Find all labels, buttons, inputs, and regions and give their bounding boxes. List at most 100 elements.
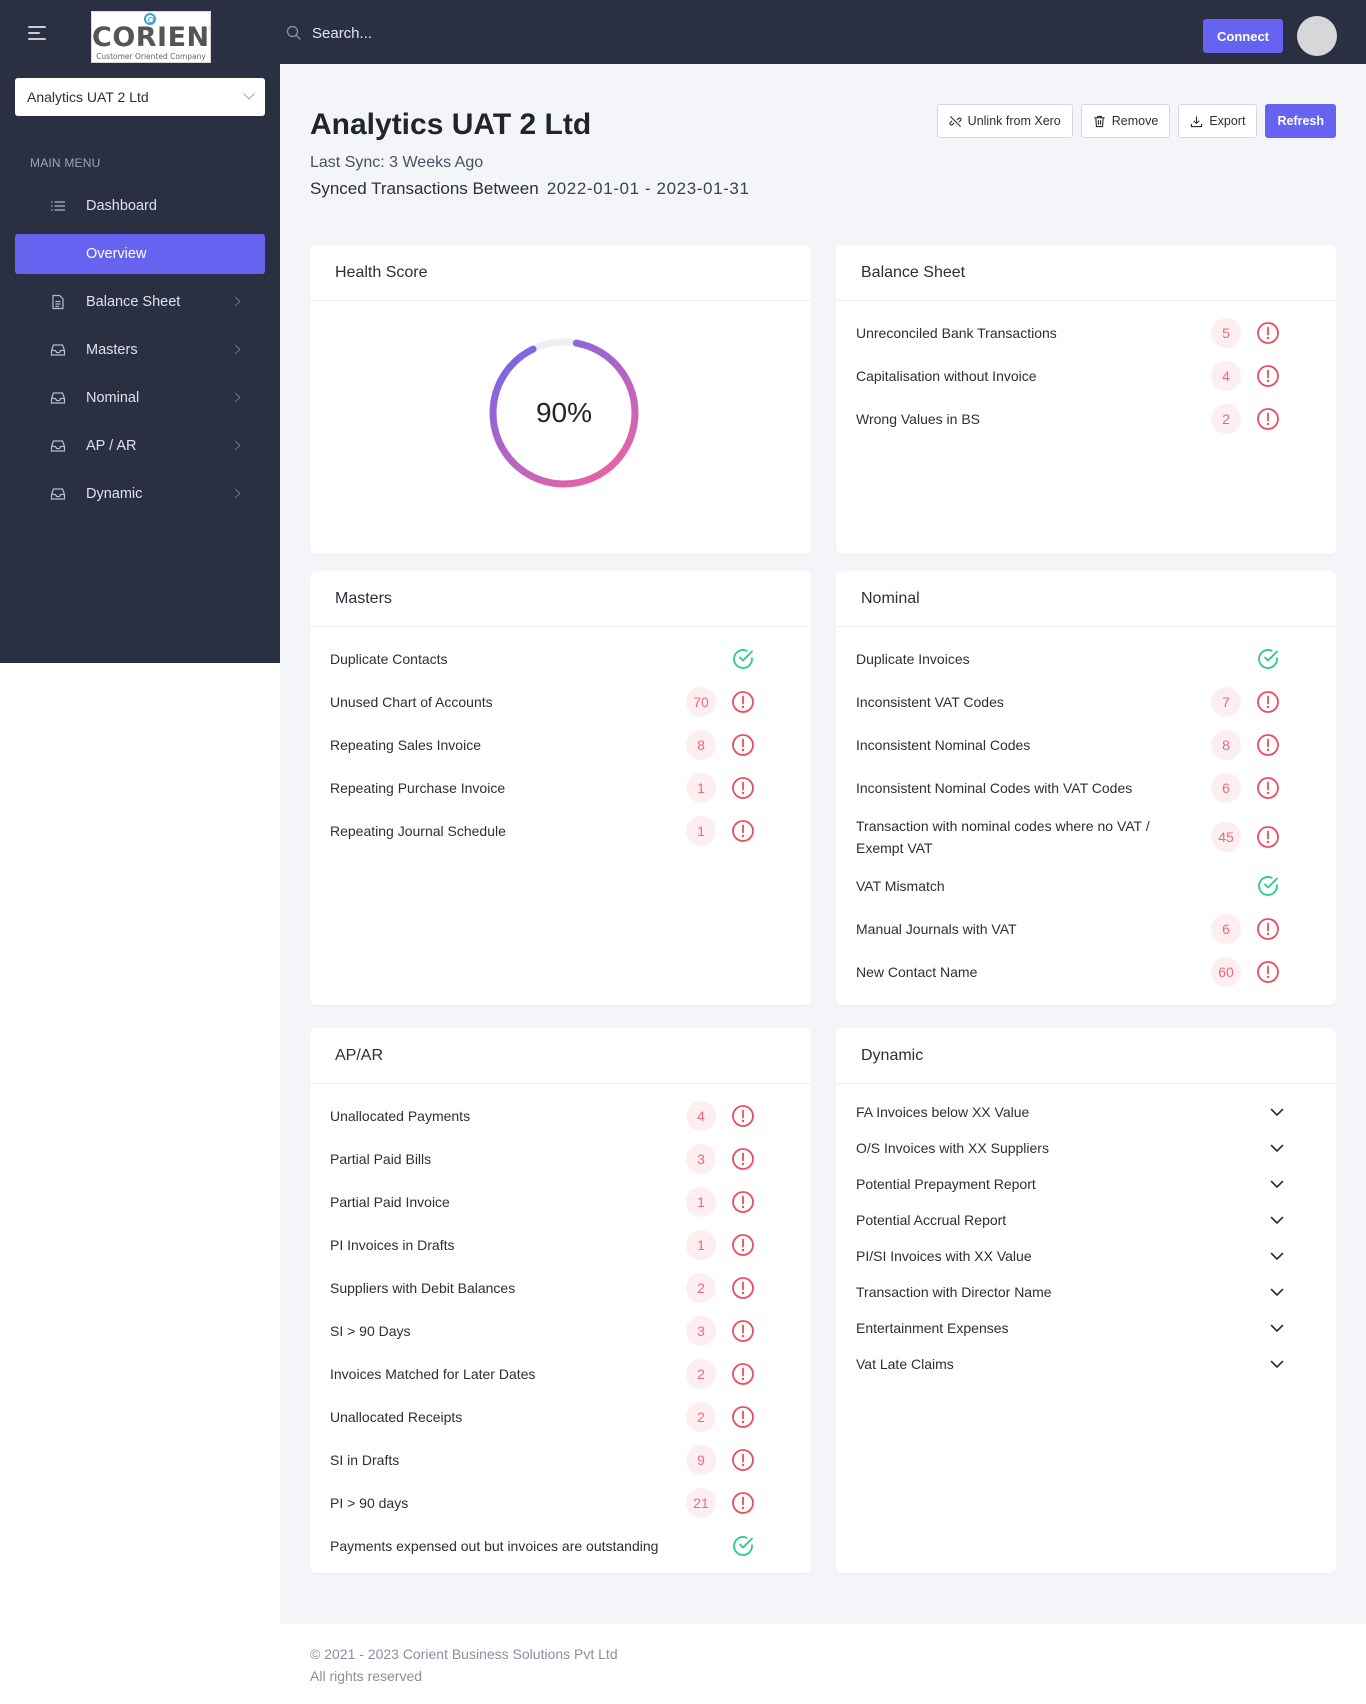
list-item[interactable]: Transaction with nominal codes where no …	[856, 809, 1316, 864]
sidebar-item-nominal[interactable]: Nominal	[15, 378, 265, 418]
dynamic-report-item[interactable]: Transaction with Director Name	[856, 1274, 1316, 1310]
count-badge: 1	[686, 1186, 716, 1217]
list-item[interactable]: Inconsistent Nominal Codes with VAT Code…	[856, 766, 1316, 809]
list-item-label: VAT Mismatch	[856, 877, 945, 894]
warning-circle-icon[interactable]	[1256, 407, 1280, 431]
dynamic-report-item[interactable]: Vat Late Claims	[856, 1346, 1316, 1382]
warning-circle-icon[interactable]	[1256, 776, 1280, 800]
dynamic-report-item[interactable]: O/S Invoices with XX Suppliers	[856, 1130, 1316, 1166]
connect-button[interactable]: Connect	[1203, 19, 1283, 53]
list-item[interactable]: Wrong Values in BS 2	[856, 397, 1316, 440]
warning-circle-icon[interactable]	[1256, 364, 1280, 388]
sidebar-item-dynamic[interactable]: Dynamic	[15, 474, 265, 514]
list-item-label: Wrong Values in BS	[856, 410, 980, 427]
check-circle-icon	[1258, 648, 1278, 669]
chevron-right-icon	[230, 392, 241, 403]
export-button[interactable]: Export	[1178, 104, 1258, 138]
dynamic-report-label: Entertainment Expenses	[856, 1320, 1009, 1336]
warning-circle-icon[interactable]	[731, 1362, 755, 1386]
chevron-down-icon[interactable]	[1268, 1283, 1286, 1301]
export-label: Export	[1209, 114, 1246, 128]
list-item[interactable]: Inconsistent VAT Codes 7	[856, 680, 1316, 723]
warning-circle-icon[interactable]	[731, 1233, 755, 1257]
unlink-xero-button[interactable]: Unlink from Xero	[936, 104, 1073, 138]
warning-circle-icon[interactable]	[731, 1491, 755, 1515]
warning-circle-icon[interactable]	[731, 1448, 755, 1472]
sidebar-item-ap-ar[interactable]: AP / AR	[15, 426, 265, 466]
chevron-down-icon[interactable]	[1268, 1355, 1286, 1373]
warning-circle-icon[interactable]	[1256, 690, 1280, 714]
warning-circle-icon[interactable]	[731, 819, 755, 843]
list-item[interactable]: Inconsistent Nominal Codes 8	[856, 723, 1316, 766]
warning-circle-icon[interactable]	[731, 1190, 755, 1214]
chevron-down-icon[interactable]	[1268, 1247, 1286, 1265]
user-avatar[interactable]	[1297, 16, 1337, 56]
warning-circle-icon[interactable]	[1256, 825, 1280, 849]
warning-circle-icon[interactable]	[1256, 960, 1280, 984]
list-item[interactable]: SI in Drafts 9	[330, 1438, 791, 1481]
dynamic-report-item[interactable]: PI/SI Invoices with XX Value	[856, 1238, 1316, 1274]
chevron-down-icon[interactable]	[1268, 1175, 1286, 1193]
warning-circle-icon[interactable]	[731, 1104, 755, 1128]
list-item[interactable]: Invoices Matched for Later Dates 2	[330, 1352, 791, 1395]
count-badge: 1	[686, 772, 716, 803]
sidebar-item-dashboard[interactable]: Dashboard	[15, 186, 265, 226]
sidebar-item-balance-sheet[interactable]: Balance Sheet	[15, 282, 265, 322]
list-item[interactable]: Duplicate Contacts	[330, 637, 791, 680]
list-item[interactable]: Unreconciled Bank Transactions 5	[856, 311, 1316, 354]
count-badge: 3	[686, 1315, 716, 1346]
check-circle-icon	[733, 648, 753, 669]
dynamic-report-label: Potential Accrual Report	[856, 1212, 1007, 1228]
list-item[interactable]: Repeating Purchase Invoice 1	[330, 766, 791, 809]
remove-button[interactable]: Remove	[1080, 104, 1171, 138]
count-badge: 21	[686, 1487, 716, 1518]
warning-circle-icon[interactable]	[731, 776, 755, 800]
chevron-down-icon[interactable]	[1268, 1139, 1286, 1157]
list-item[interactable]: Unallocated Payments 4	[330, 1094, 791, 1137]
refresh-button[interactable]: Refresh	[1265, 104, 1336, 138]
chevron-down-icon[interactable]	[1268, 1103, 1286, 1121]
list-item[interactable]: Unallocated Receipts 2	[330, 1395, 791, 1438]
list-item[interactable]: Repeating Sales Invoice 8	[330, 723, 791, 766]
company-select[interactable]: Analytics UAT 2 Ltd	[15, 78, 265, 116]
list-item[interactable]: Suppliers with Debit Balances 2	[330, 1266, 791, 1309]
list-item[interactable]: New Contact Name 60	[856, 950, 1316, 993]
dynamic-report-item[interactable]: Potential Prepayment Report	[856, 1166, 1316, 1202]
list-item[interactable]: PI > 90 days 21	[330, 1481, 791, 1524]
sidebar-item-masters[interactable]: Masters	[15, 330, 265, 370]
dynamic-report-item[interactable]: Entertainment Expenses	[856, 1310, 1316, 1346]
hamburger-menu-icon[interactable]	[28, 26, 46, 40]
main-menu-title: MAIN MENU	[30, 156, 101, 170]
search-box[interactable]	[286, 22, 512, 44]
warning-circle-icon[interactable]	[731, 733, 755, 757]
list-item[interactable]: Manual Journals with VAT 6	[856, 907, 1316, 950]
list-item[interactable]: PI Invoices in Drafts 1	[330, 1223, 791, 1266]
chevron-down-icon[interactable]	[1268, 1211, 1286, 1229]
list-item[interactable]: Unused Chart of Accounts 70	[330, 680, 791, 723]
dynamic-report-item[interactable]: FA Invoices below XX Value	[856, 1094, 1316, 1130]
list-item[interactable]: Payments expensed out but invoices are o…	[330, 1524, 791, 1567]
list-item[interactable]: Partial Paid Bills 3	[330, 1137, 791, 1180]
list-item[interactable]: Repeating Journal Schedule 1	[330, 809, 791, 852]
dynamic-report-item[interactable]: Potential Accrual Report	[856, 1202, 1316, 1238]
company-logo[interactable]: CORIENT Customer Oriented Company	[91, 11, 211, 63]
search-input[interactable]	[312, 24, 512, 42]
warning-circle-icon[interactable]	[1256, 917, 1280, 941]
warning-circle-icon[interactable]	[731, 1147, 755, 1171]
list-item[interactable]: SI > 90 Days 3	[330, 1309, 791, 1352]
warning-circle-icon[interactable]	[731, 1405, 755, 1429]
warning-circle-icon[interactable]	[731, 1276, 755, 1300]
warning-circle-icon[interactable]	[1256, 321, 1280, 345]
list-item[interactable]: Duplicate Invoices	[856, 637, 1316, 680]
warning-circle-icon[interactable]	[1256, 733, 1280, 757]
list-item[interactable]: VAT Mismatch	[856, 864, 1316, 907]
sidebar-item-overview[interactable]: Overview	[15, 234, 265, 274]
list-item[interactable]: Capitalisation without Invoice 4	[856, 354, 1316, 397]
list-item[interactable]: Partial Paid Invoice 1	[330, 1180, 791, 1223]
count-badge: 60	[1211, 956, 1241, 987]
main-content: Analytics UAT 2 Ltd Last Sync: 3 Weeks A…	[280, 64, 1366, 1624]
warning-circle-icon[interactable]	[731, 690, 755, 714]
warning-circle-icon[interactable]	[731, 1319, 755, 1343]
sidebar-item-label: Dashboard	[86, 198, 157, 214]
chevron-down-icon[interactable]	[1268, 1319, 1286, 1337]
